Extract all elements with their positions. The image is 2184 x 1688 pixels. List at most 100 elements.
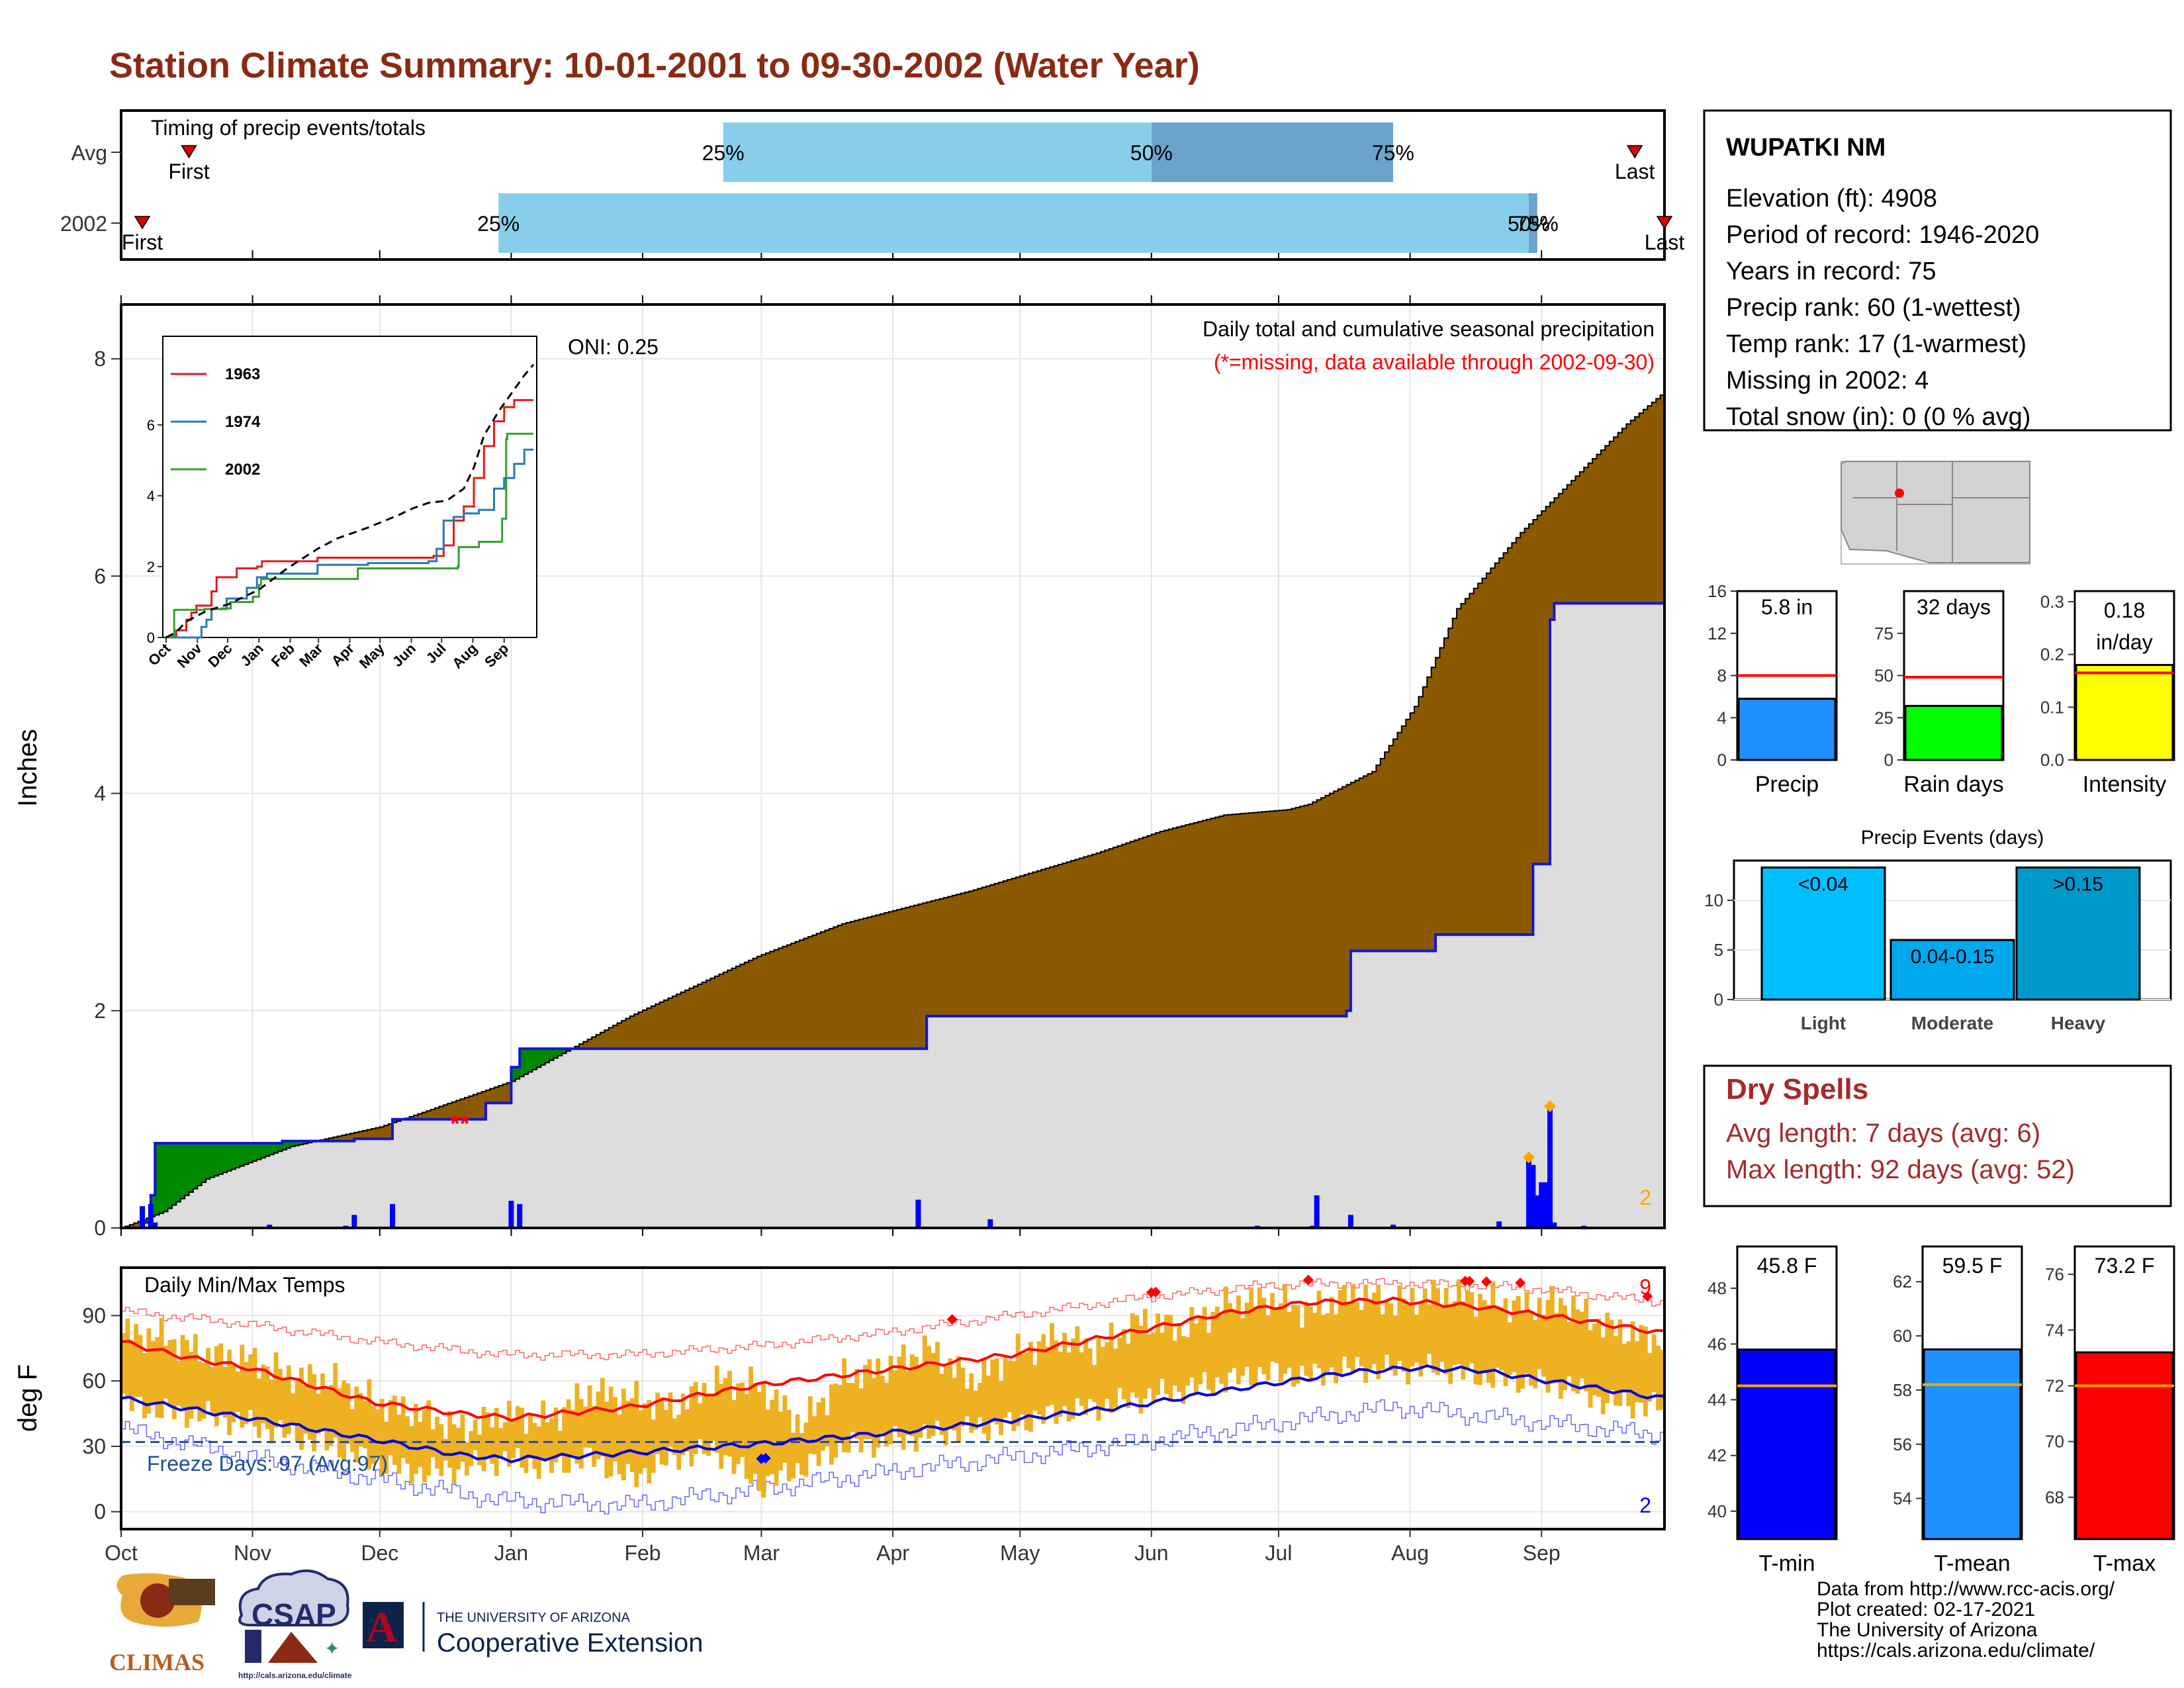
summary-value-label: 32 days (1917, 595, 1991, 619)
record-high-line (121, 1278, 1665, 1361)
average-min-line (120, 1364, 1665, 1464)
dry-spells-avg: Avg length: 7 days (avg: 6) (1726, 1119, 2040, 1148)
temp-summary-ytick-label: 76 (2045, 1264, 2064, 1284)
summary-ytick-label: 50 (1874, 666, 1893, 686)
station-info-line: Temp rank: 17 (1-warmest) (1726, 330, 2026, 358)
timing-bar-lower (498, 193, 1529, 253)
month-label: Jul (1265, 1541, 1293, 1565)
record-high-marker (946, 1314, 958, 1325)
timing-bar-upper (1151, 122, 1393, 182)
precip-ytick-label: 2 (94, 999, 106, 1023)
daily-precip-bar (390, 1203, 396, 1228)
temp-summary-ytick-label: 46 (1707, 1334, 1727, 1354)
csap-cloud (238, 1569, 349, 1626)
locator-map (1841, 461, 2030, 565)
temp-ytick-label: 90 (82, 1303, 106, 1327)
extreme-precip-marker (1522, 1151, 1535, 1164)
record-high-count: 9 (1639, 1275, 1651, 1299)
summary-bar-label: Intensity (2083, 772, 2167, 797)
month-label: Feb (624, 1541, 660, 1565)
dry-spells-title: Dry Spells (1726, 1073, 1868, 1105)
timing-bar-lower (723, 122, 1152, 182)
oni-label: ONI: 0.25 (568, 335, 659, 359)
station-info-line: Missing in 2002: 4 (1726, 367, 1929, 395)
daily-precip-bar (1543, 1182, 1549, 1228)
record-low-count: 2 (1639, 1493, 1651, 1517)
temp-summary-ytick-label: 58 (1893, 1380, 1912, 1400)
inset-ytick-label: 4 (147, 488, 155, 504)
ua-logo: A THE UNIVERSITY OF ARIZONA Cooperative … (363, 1602, 703, 1658)
precip-events-title: Precip Events (days) (1861, 827, 2044, 849)
freeze-days-label: Freeze Days: 97 (Avg:97) (147, 1452, 388, 1476)
csap-text: CSAP (251, 1597, 336, 1632)
events-ytick-label: 0 (1714, 990, 1723, 1009)
footer-line-university: The University of Arizona (1817, 1619, 2038, 1641)
daily-precip-bar (508, 1200, 514, 1228)
timing-row-label: Avg (71, 141, 107, 165)
summary-ytick-label: 8 (1717, 666, 1727, 686)
logos: CLIMAS CSAP ✦ http://cals.arizona.edu/cl… (109, 1569, 703, 1680)
timing-p50-label: 50% (1508, 212, 1550, 236)
temp-ytick-label: 0 (94, 1500, 106, 1524)
month-label: May (1000, 1541, 1040, 1565)
csap-bars (245, 1630, 261, 1663)
record-high-marker (1302, 1274, 1314, 1286)
precip-ytick-label: 0 (94, 1216, 106, 1240)
inset-legend-label: 1974 (225, 413, 261, 431)
inset-average-line (165, 363, 535, 639)
precip-title: Daily total and cumulative seasonal prec… (1203, 317, 1655, 341)
first-marker-icon (181, 145, 197, 159)
summary-ytick-label: 0.1 (2040, 697, 2064, 717)
month-label: Sep (1523, 1541, 1561, 1565)
precip-events-category: Light (1801, 1013, 1846, 1033)
temp-summary-ytick-label: 56 (1893, 1434, 1912, 1454)
average-cumulative-line (121, 391, 1665, 1229)
summary-bar (1904, 704, 2003, 761)
timing-first-label: First (122, 230, 163, 254)
last-marker-icon (1626, 145, 1643, 159)
precip-panel: 0 2 4 6 8 Daily total and cumulative seasona… (13, 295, 1666, 1240)
temp-summary-label: T-min (1759, 1551, 1815, 1576)
temp-summary-ytick-label: 74 (2045, 1320, 2064, 1340)
inset-ytick-label: 0 (147, 630, 155, 646)
summary-ytick-label: 0 (1717, 750, 1727, 770)
temp-series (120, 1274, 1665, 1515)
precip-events-category: Heavy (2051, 1013, 2106, 1033)
temp-summary-value: 59.5 F (1942, 1254, 2003, 1278)
summary-value-label: 0.18 (2104, 598, 2145, 622)
month-label: Jan (494, 1541, 529, 1565)
dry-spells-max: Max length: 92 days (avg: 52) (1726, 1155, 2075, 1184)
temp-summary-ytick-label: 62 (1893, 1272, 1912, 1291)
daily-precip-bar (1525, 1160, 1531, 1228)
timing-last-label: Last (1615, 160, 1655, 183)
daily-precip-bar (1534, 1195, 1540, 1228)
temp-summary-value: 45.8 F (1757, 1254, 1817, 1278)
summary-ytick-label: 75 (1874, 624, 1893, 643)
daily-precip-bar (1390, 1225, 1396, 1228)
summary-ytick-label: 4 (1717, 708, 1727, 727)
ua-letter: A (366, 1603, 398, 1652)
daily-precip-bar (987, 1219, 993, 1228)
csap-logo: CSAP ✦ http://cals.arizona.edu/climate (238, 1569, 352, 1680)
summary-bar (2075, 664, 2174, 761)
daily-precip-bar (1496, 1221, 1502, 1228)
daily-precip-bar (1314, 1195, 1320, 1228)
timing-p25-label: 25% (702, 141, 745, 165)
month-label: Oct (105, 1541, 138, 1565)
summary-ytick-label: 12 (1707, 624, 1727, 643)
observed-cumulative-fill (121, 603, 1664, 1228)
station-info: WUPATKI NM Elevation (ft): 4908 Period of… (1703, 109, 2172, 432)
daily-precip-bar (140, 1206, 146, 1228)
events-ytick-label: 10 (1704, 890, 1723, 910)
inset-legend-label: 2002 (225, 461, 260, 479)
timing-first-label: First (168, 160, 209, 183)
month-label: Mar (743, 1541, 780, 1565)
precip-events-value: 0.04-0.15 (1911, 946, 1995, 968)
climas-text: CLIMAS (109, 1649, 205, 1675)
precip-ytick-label: 4 (94, 782, 106, 806)
last-marker-icon (1656, 216, 1673, 230)
temp-ytick-label: 60 (82, 1369, 106, 1393)
daily-precip-bar (517, 1203, 523, 1228)
